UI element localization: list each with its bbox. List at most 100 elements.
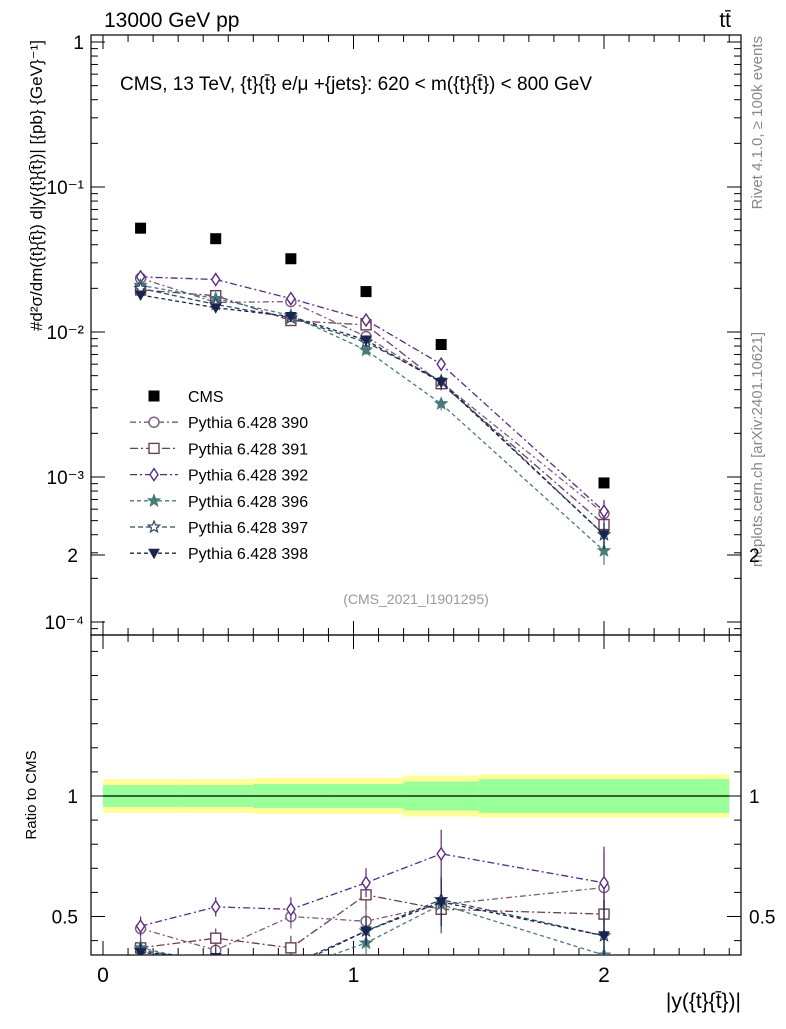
ratio-line-p390 (140, 886, 605, 951)
legend-entry-p396: Pythia 6.428 396 (130, 493, 308, 511)
data-point-p398 (209, 303, 222, 314)
data-point-cms (135, 222, 147, 234)
legend: CMS Pythia 6.428 390 Pythia 6.428 391 Pythi… (130, 389, 308, 563)
data-point-p396 (433, 396, 449, 410)
legend-label-p397: Pythia 6.428 397 (188, 520, 308, 537)
energy-label: 13000 GeV pp (104, 9, 239, 32)
data-point-cms (210, 233, 222, 245)
ratio-point-p396 (210, 959, 221, 970)
legend-label-cms: CMS (188, 389, 224, 406)
ratio-series-clipped (133, 829, 612, 975)
legend-entry-p398: Pythia 6.428 398 (130, 546, 308, 563)
legend-label-p390: Pythia 6.428 390 (188, 415, 308, 432)
legend-marker-p391 (148, 442, 160, 455)
ratio-series-p391 (134, 877, 610, 955)
data-point-cms (285, 253, 297, 265)
series-line-p397 (140, 287, 605, 536)
ratio-line-p391 (140, 894, 605, 949)
main-y-tick-label: 1 (73, 33, 84, 54)
data-point-p392 (210, 272, 221, 287)
legend-label-p391: Pythia 6.428 391 (188, 441, 308, 458)
ratio-series-p396 (133, 880, 612, 975)
ratio-point-p392 (599, 875, 609, 891)
ratio-y-tick-label-right: 0.5 (749, 908, 775, 929)
ratio-series-p398 (134, 877, 610, 972)
ratio-line-p397 (140, 898, 605, 955)
ratio-series-p392 (135, 829, 609, 936)
legend-entry-cms: CMS (148, 389, 224, 406)
legend-marker-p392 (149, 467, 159, 482)
data-point-p392 (599, 504, 609, 519)
ratio-y-tick-label: 2 (67, 546, 78, 567)
legend-entry-p392: Pythia 6.428 392 (130, 467, 308, 485)
rivet-label: Rivet 4.1.0, ≥ 100k events (749, 36, 766, 209)
series-line-p392 (140, 276, 605, 512)
data-point-cms (598, 477, 610, 489)
ratio-point-p398 (286, 963, 296, 972)
ratio-point-p398 (209, 952, 222, 955)
main-frame (90, 34, 742, 636)
legend-label-p396: Pythia 6.428 396 (188, 494, 308, 511)
main-title: CMS, 13 TeV, {t}{t̄} e/μ +{jets}: 620 < … (120, 74, 592, 95)
legend-entry-p391: Pythia 6.428 391 (130, 441, 308, 458)
ratio-point-p397 (215, 954, 216, 955)
ratio-point-p392 (286, 902, 296, 917)
data-point-p398 (598, 530, 610, 541)
ratio-y-label: Ratio to CMS (23, 750, 40, 839)
ratio-point-p391 (210, 932, 222, 944)
ratio-line-p392 (140, 853, 605, 927)
ratio-point-p398 (360, 926, 372, 937)
ratio-band (103, 774, 730, 818)
series-line-p391 (140, 289, 605, 525)
ratio-line-p396 (140, 903, 605, 955)
legend-entry-p390: Pythia 6.428 390 (130, 415, 308, 432)
x-tick-label: 0 (97, 964, 109, 987)
data-point-cms (360, 286, 372, 298)
ratio-line-p398 (140, 901, 605, 955)
ratio-point-p396 (285, 964, 296, 975)
series-cms (135, 222, 610, 489)
legend-marker-cms (148, 390, 160, 402)
series-p398 (134, 290, 610, 549)
main-panel: 1 10⁻¹ 10⁻² 10⁻³ 10⁻⁴ CMS, 13 TeV, {t}{t̄} e… (27, 33, 742, 636)
data-point-p396 (596, 543, 612, 557)
main-series-group (133, 222, 612, 565)
data-point-p398 (285, 311, 297, 323)
legend-marker-p390 (148, 416, 160, 428)
process-label: tt̄ (719, 9, 731, 32)
main-y-tick-label: 10⁻³ (47, 468, 85, 489)
x-tick-label: 2 (598, 964, 610, 987)
ratio-point-p397 (285, 959, 296, 970)
ratio-point-p392 (135, 918, 146, 934)
series-line-p390 (140, 277, 605, 515)
data-point-p392 (286, 291, 296, 306)
legend-label-p392: Pythia 6.428 392 (188, 468, 308, 485)
series-p392 (135, 269, 609, 526)
ratio-point-p398 (598, 931, 610, 942)
data-point-p392 (436, 356, 447, 372)
ratio-point-p392 (436, 846, 447, 862)
main-y-tick-label: 10⁻¹ (47, 178, 85, 199)
ratio-point-p391 (285, 942, 297, 954)
ratio-y-tick-label-right: 2 (749, 546, 760, 567)
legend-marker-p397 (146, 519, 162, 534)
legend-marker-p398 (148, 548, 160, 560)
ratio-series-group (133, 829, 612, 975)
ratio-frame (90, 634, 742, 956)
ratio-ticks: 0.5 0.5 1 1 2 2 0 1 2 (52, 546, 776, 987)
ratio-y-tick-label: 1 (67, 787, 78, 808)
legend-marker-p396 (146, 493, 162, 508)
x-axis-label: |y({t}{t̄})| (666, 990, 741, 1013)
data-point-cms (435, 338, 447, 350)
x-tick-label: 1 (348, 964, 360, 987)
ratio-y-tick-label-right: 1 (749, 787, 760, 808)
mcplots-label: mcplots.cern.ch [arXiv:2401.10621] (749, 332, 766, 567)
main-y-label: #d²σ/dm({t}{t̄}) d|y({t}{t̄})| [{pb} {Ge… (27, 40, 46, 331)
data-point-p398 (134, 290, 147, 302)
data-point-p398 (360, 335, 372, 347)
legend-label-p398: Pythia 6.428 398 (188, 546, 308, 563)
main-y-tick-label: 10⁻⁴ (45, 613, 84, 634)
ratio-point-p398 (435, 897, 448, 909)
ratio-series-p390 (134, 851, 610, 955)
